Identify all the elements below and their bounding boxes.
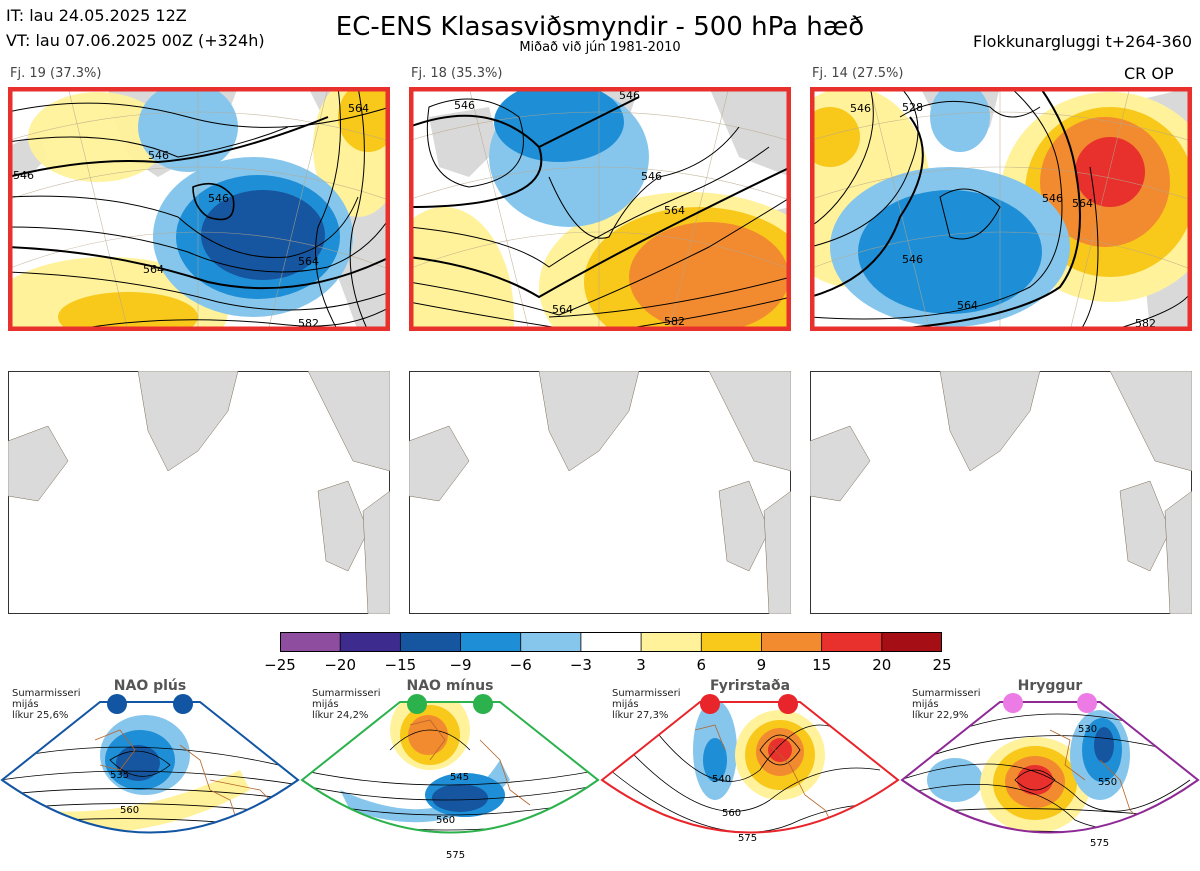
regime-contour-label: 550: [1098, 777, 1117, 788]
regime-nao-plus: 535 560 NAO plús Sumarmisseri mijás líku…: [0, 670, 300, 870]
regime-contour-label: 575: [446, 850, 465, 861]
contour-label: 546: [1042, 192, 1063, 205]
regime-season: Sumarmisseri: [612, 688, 681, 699]
regime-contour-label: 575: [1090, 838, 1109, 849]
contour-label: 546: [850, 102, 871, 115]
cluster-2-map: 546 546 546 564 564 582: [409, 87, 791, 331]
regime-contour-label: 545: [450, 772, 469, 783]
regime-probability: Sumarmisseri mijás líkur 24,2%: [312, 688, 380, 721]
regime-season: Sumarmisseri: [12, 688, 81, 699]
contour-label: 582: [664, 315, 685, 328]
colorbar-cell: [580, 631, 642, 653]
colorbar-cell: [279, 631, 342, 653]
regime-title: NAO mínus: [406, 678, 494, 694]
regime-contour-label: 560: [120, 805, 139, 816]
colorbar-tick-label: −20: [324, 656, 356, 674]
regime-season: Sumarmisseri: [912, 688, 981, 699]
colorbar-tick-label: 20: [872, 656, 892, 674]
colorbar-cell: [761, 631, 823, 653]
regime-contour-label: 560: [436, 815, 455, 826]
contour-label: 564: [664, 204, 685, 217]
colorbar-cell: [339, 631, 402, 653]
colorbar: [279, 631, 943, 653]
regime-season: Sumarmisseri: [312, 688, 381, 699]
contour-label: 546: [619, 89, 640, 102]
contour-label: 546: [148, 149, 169, 162]
colorbar-tick-label: 9: [756, 656, 767, 674]
cluster-2-label: Fj. 18 (35.3%): [411, 66, 503, 81]
colorbar-tick-label: −6: [509, 656, 532, 674]
regime-period: mijás: [912, 699, 939, 710]
classification-window: Flokkunargluggi t+264-360: [973, 32, 1192, 51]
regime-probability: Sumarmisseri mijás líkur 22,9%: [912, 688, 980, 721]
regime-probability: Sumarmisseri mijás líkur 25,6%: [12, 688, 80, 721]
regime-period: mijás: [12, 699, 39, 710]
contour-label: 546: [208, 192, 229, 205]
contour-label: 528: [902, 101, 923, 114]
colorbar-cell: [520, 631, 582, 653]
colorbar-tick-label: 3: [636, 656, 646, 674]
contour-label: 546: [641, 170, 662, 183]
regime-contour-label: 530: [1078, 724, 1097, 735]
regime-contour-label: 575: [738, 833, 757, 844]
colorbar-tick-label: −9: [449, 656, 472, 674]
regime-nao-minus: 545 560 575 NAO mínus Sumarmisseri mijás…: [300, 670, 600, 870]
regime-title: NAO plús: [113, 678, 187, 694]
empty-map-3: [810, 371, 1192, 614]
regime-likelihood: líkur 24,2%: [312, 710, 369, 721]
contour-label: 546: [454, 99, 475, 112]
empty-map-1: [8, 371, 390, 614]
regime-period: mijás: [612, 699, 639, 710]
empty-map-2: [409, 371, 791, 614]
valid-time: VT: lau 07.06.2025 00Z (+324h): [6, 31, 265, 50]
page-subtitle: Miðað við jún 1981-2010: [519, 40, 681, 55]
regime-period: mijás: [312, 699, 339, 710]
colorbar-cell: [399, 631, 462, 653]
contour-label: 564: [348, 102, 369, 115]
regime-title: Fyrirstaða: [709, 678, 791, 694]
colorbar-tick-label: −25: [264, 656, 296, 674]
regime-likelihood: líkur 25,6%: [12, 710, 69, 721]
cluster-3-map: 528 546 546 546 564 564 582: [810, 87, 1192, 331]
colorbar-tick-label: 15: [812, 656, 832, 674]
control-operational-label: CR OP: [1124, 64, 1174, 83]
cluster-1-map: 546 546 546 564 564 564 582: [8, 87, 390, 331]
regime-blocking: 540 560 575 Fyrirstaða Sumarmisseri mijá…: [600, 670, 900, 870]
colorbar-tick-label: −3: [569, 656, 592, 674]
colorbar-cell: [460, 631, 522, 653]
contour-label: 564: [1072, 197, 1093, 210]
colorbar-cell: [700, 631, 763, 653]
regime-probability: Sumarmisseri mijás líkur 27,3%: [612, 688, 680, 721]
regime-contour-label: 535: [110, 770, 129, 781]
colorbar-tick-label: −15: [384, 656, 417, 674]
page-title: EC-ENS Klasasviðsmyndir - 500 hPa hæð: [335, 12, 865, 42]
colorbar-cell: [881, 631, 943, 653]
colorbar-tick-label: 6: [696, 656, 707, 674]
regime-ridge: 530 550 575 Hryggur Sumarmisseri mijás l…: [900, 670, 1200, 870]
contour-label: 564: [552, 303, 573, 316]
contour-label: 564: [298, 255, 319, 268]
regime-likelihood: líkur 27,3%: [612, 710, 669, 721]
regime-contour-label: 540: [712, 774, 731, 785]
contour-label: 546: [902, 253, 923, 266]
colorbar-cell: [821, 631, 883, 653]
colorbar-cell: [640, 631, 703, 653]
contour-label: 564: [957, 299, 978, 312]
regime-title: Hryggur: [1017, 678, 1083, 694]
issue-time: IT: lau 24.05.2025 12Z: [6, 6, 187, 25]
colorbar-tick-label: 25: [932, 656, 952, 674]
regime-contour-label: 560: [722, 808, 741, 819]
cluster-1-label: Fj. 19 (37.3%): [10, 66, 102, 81]
contour-label: 564: [143, 263, 164, 276]
cluster-3-label: Fj. 14 (27.5%): [812, 66, 904, 81]
contour-label: 546: [13, 169, 34, 182]
regime-likelihood: líkur 22,9%: [912, 710, 969, 721]
